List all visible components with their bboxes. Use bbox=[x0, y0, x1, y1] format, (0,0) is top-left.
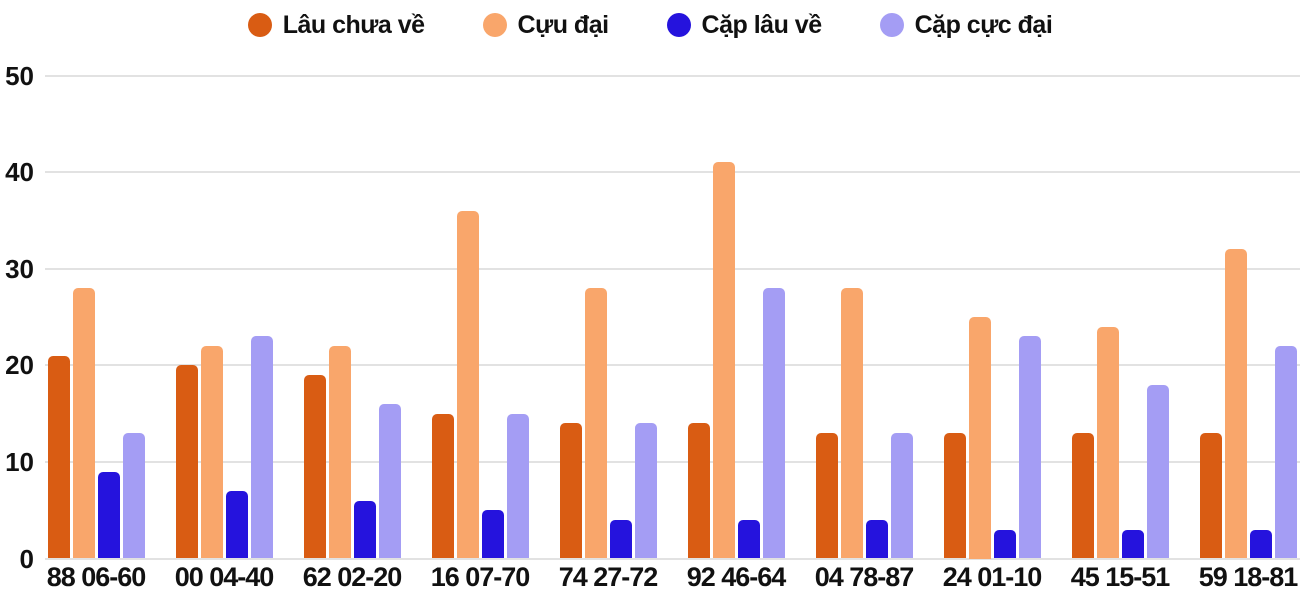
bar-cặp-lâu-về-04-78-87[interactable] bbox=[865, 519, 888, 559]
bar-cặp-cực-đại-62-02-20[interactable] bbox=[378, 403, 401, 559]
x-axis-category-label: 62 02-20 bbox=[302, 562, 403, 592]
legend-label: Cặp cực đại bbox=[914, 10, 1053, 39]
bar-cựu-đại-59-18-81[interactable] bbox=[1224, 249, 1247, 559]
bar-cặp-lâu-về-00-04-40[interactable] bbox=[225, 490, 248, 559]
legend-item-series-3[interactable]: Cặp cực đại bbox=[879, 10, 1053, 40]
x-axis-category-label: 92 46-64 bbox=[686, 562, 787, 592]
bar-lâu-chưa-về-16-07-70[interactable] bbox=[431, 413, 454, 559]
bar-cặp-cực-đại-74-27-72[interactable] bbox=[634, 423, 657, 559]
bar-cặp-cực-đại-45-15-51[interactable] bbox=[1146, 384, 1169, 559]
x-axis-category-label: 04 78-87 bbox=[814, 562, 915, 592]
bar-cựu-đại-00-04-40[interactable] bbox=[200, 345, 223, 559]
bar-lâu-chưa-về-45-15-51[interactable] bbox=[1071, 432, 1094, 559]
bar-lâu-chưa-về-04-78-87[interactable] bbox=[815, 432, 838, 559]
legend-circle-icon bbox=[666, 13, 691, 37]
x-axis-category-label: 88 06-60 bbox=[46, 562, 147, 592]
chart-legend: Lâu chưa về Cựu đại Cặp lâu về Cặp cực đại bbox=[0, 6, 1300, 44]
bar-lâu-chưa-về-62-02-20[interactable] bbox=[303, 374, 326, 559]
bar-cựu-đại-88-06-60[interactable] bbox=[72, 288, 95, 559]
legend-label: Cặp lâu về bbox=[701, 10, 823, 39]
bar-cựu-đại-62-02-20[interactable] bbox=[328, 345, 351, 559]
bar-cặp-cực-đại-24-01-10[interactable] bbox=[1018, 336, 1041, 559]
x-axis-category-label: 24 01-10 bbox=[942, 562, 1043, 592]
x-axis-category-label: 00 04-40 bbox=[174, 562, 275, 592]
gridline-y-50 bbox=[45, 74, 1300, 77]
legend-label: Cựu đại bbox=[517, 10, 610, 39]
bar-cặp-cực-đại-04-78-87[interactable] bbox=[890, 432, 913, 559]
y-axis-tick-label: 40 bbox=[5, 157, 34, 188]
bar-lâu-chưa-về-00-04-40[interactable] bbox=[175, 365, 198, 559]
bar-cựu-đại-04-78-87[interactable] bbox=[840, 288, 863, 559]
bar-cặp-lâu-về-16-07-70[interactable] bbox=[481, 510, 504, 559]
gridline-y-40 bbox=[45, 171, 1300, 174]
x-axis-category-label: 59 18-81 bbox=[1198, 562, 1299, 592]
bar-cặp-lâu-về-92-46-64[interactable] bbox=[737, 519, 760, 559]
x-axis-category-label: 45 15-51 bbox=[1070, 562, 1171, 592]
legend-circle-icon bbox=[879, 13, 904, 37]
y-axis-tick-label: 20 bbox=[5, 350, 34, 381]
legend-item-series-2[interactable]: Cặp lâu về bbox=[666, 10, 823, 40]
gridline-y-10 bbox=[45, 460, 1300, 463]
bar-lâu-chưa-về-88-06-60[interactable] bbox=[47, 355, 70, 559]
bar-cựu-đại-74-27-72[interactable] bbox=[584, 288, 607, 559]
bar-cựu-đại-16-07-70[interactable] bbox=[456, 210, 479, 559]
bar-cựu-đại-45-15-51[interactable] bbox=[1096, 326, 1119, 559]
bar-cựu-đại-24-01-10[interactable] bbox=[968, 317, 991, 559]
x-axis-category-label: 74 27-72 bbox=[558, 562, 659, 592]
bar-cặp-cực-đại-16-07-70[interactable] bbox=[506, 413, 529, 559]
bar-lâu-chưa-về-59-18-81[interactable] bbox=[1199, 432, 1222, 559]
gridline-y-30 bbox=[45, 267, 1300, 270]
gridline-y-0 bbox=[45, 557, 1300, 560]
y-axis-tick-label: 10 bbox=[5, 446, 34, 477]
y-axis-tick-label: 50 bbox=[5, 60, 34, 91]
bar-cặp-lâu-về-45-15-51[interactable] bbox=[1121, 529, 1144, 559]
bar-cặp-cực-đại-00-04-40[interactable] bbox=[250, 336, 273, 559]
bar-cặp-cực-đại-88-06-60[interactable] bbox=[122, 432, 145, 559]
gridline-y-20 bbox=[45, 364, 1300, 367]
legend-item-series-1[interactable]: Cựu đại bbox=[482, 10, 610, 40]
bar-cặp-lâu-về-24-01-10[interactable] bbox=[993, 529, 1016, 559]
bar-cặp-lâu-về-62-02-20[interactable] bbox=[353, 500, 376, 559]
bar-lâu-chưa-về-74-27-72[interactable] bbox=[559, 423, 582, 559]
bar-lâu-chưa-về-24-01-10[interactable] bbox=[943, 432, 966, 559]
bar-cặp-cực-đại-59-18-81[interactable] bbox=[1274, 345, 1297, 559]
bar-cặp-lâu-về-88-06-60[interactable] bbox=[97, 471, 120, 559]
y-axis-tick-label: 0 bbox=[19, 543, 34, 574]
y-axis-tick-label: 30 bbox=[5, 253, 34, 284]
bar-cựu-đại-92-46-64[interactable] bbox=[712, 162, 735, 559]
bar-cặp-lâu-về-59-18-81[interactable] bbox=[1249, 529, 1272, 559]
x-axis-category-label: 16 07-70 bbox=[430, 562, 531, 592]
bar-cặp-cực-đại-92-46-64[interactable] bbox=[762, 288, 785, 559]
legend-item-series-0[interactable]: Lâu chưa về bbox=[247, 10, 425, 40]
bar-lâu-chưa-về-92-46-64[interactable] bbox=[687, 423, 710, 559]
legend-circle-icon bbox=[482, 13, 507, 37]
legend-label: Lâu chưa về bbox=[282, 10, 425, 39]
legend-circle-icon bbox=[247, 13, 272, 37]
bar-cặp-lâu-về-74-27-72[interactable] bbox=[609, 519, 632, 559]
